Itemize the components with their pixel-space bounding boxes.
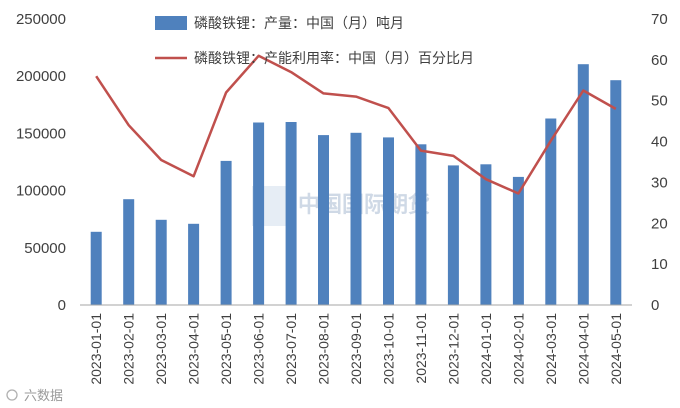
bar-2023-11-01: [415, 144, 427, 305]
legend-label-utilization: 磷酸铁锂：产能利用率：中国（月）百分比月: [194, 50, 474, 67]
x-tick-label: 2023-10-01: [381, 313, 397, 385]
x-tick-label: 2023-09-01: [348, 313, 364, 385]
left-tick-label: 200000: [16, 68, 66, 85]
x-tick-label: 2023-06-01: [251, 313, 267, 385]
bar-2024-03-01: [545, 118, 557, 305]
left-tick-label: 150000: [16, 125, 66, 142]
x-tick-label: 2024-05-01: [608, 313, 624, 385]
footer-logo-text: 六数据: [24, 389, 63, 404]
bar-2023-08-01: [318, 135, 329, 305]
x-tick-label: 2023-02-01: [121, 313, 137, 385]
bar-2023-04-01: [188, 223, 200, 305]
bar-2024-01-01: [480, 164, 492, 305]
bar-2023-06-01: [253, 122, 265, 305]
legend: 磷酸铁锂：产量：中国（月）吨月 磷酸铁锂：产能利用率：中国（月）百分比月: [155, 16, 474, 67]
right-tick-label: 60: [651, 52, 668, 69]
bar-2023-10-01: [383, 137, 394, 305]
right-tick-label: 30: [651, 174, 668, 191]
bar-2023-01-01: [90, 231, 102, 305]
x-tick-label: 2023-01-01: [88, 313, 104, 385]
right-tick-label: 50: [651, 93, 668, 110]
x-tick-label: 2024-04-01: [575, 313, 591, 385]
footer-logo: 六数据: [6, 389, 63, 404]
x-tick-label: 2024-02-01: [510, 313, 526, 385]
x-tick-label: 2023-05-01: [218, 313, 234, 385]
x-tick-label: 2024-03-01: [543, 313, 559, 385]
right-tick-label: 10: [651, 256, 668, 273]
left-tick-label: 50000: [24, 240, 66, 257]
bar-2024-02-01: [512, 176, 524, 305]
utilization-line: [95, 54, 617, 195]
x-tick-label: 2023-08-01: [316, 313, 332, 385]
bar-2023-05-01: [220, 160, 232, 305]
legend-swatch-production: [155, 16, 187, 30]
bar-2023-12-01: [447, 165, 459, 305]
legend-label-production: 磷酸铁锂：产量：中国（月）吨月: [194, 16, 404, 32]
bar-2023-03-01: [155, 219, 167, 305]
bar-2024-04-01: [577, 64, 589, 305]
right-tick-label: 20: [651, 215, 668, 232]
footer-logo-icon: [6, 389, 18, 401]
bar-2023-09-01: [350, 132, 362, 305]
left-tick-label: 0: [58, 297, 66, 314]
x-tick-label: 2024-01-01: [478, 313, 494, 385]
left-tick-label: 250000: [16, 11, 66, 28]
right-tick-label: 0: [651, 297, 659, 314]
bar-2023-02-01: [123, 199, 135, 305]
x-tick-label: 2023-11-01: [413, 313, 429, 384]
x-tick-label: 2023-12-01: [445, 313, 461, 385]
x-tick-label: 2023-03-01: [153, 313, 169, 385]
watermark-text: 中国国际期货: [298, 192, 430, 218]
right-tick-label: 70: [651, 11, 668, 28]
watermark: 中国国际期货: [252, 186, 430, 226]
left-tick-label: 100000: [16, 183, 66, 200]
bar-2024-05-01: [610, 80, 622, 305]
x-tick-label: 2023-04-01: [186, 313, 202, 385]
bar-2023-07-01: [285, 122, 297, 305]
x-tick-label: 2023-07-01: [283, 313, 299, 385]
right-tick-label: 40: [651, 134, 668, 151]
